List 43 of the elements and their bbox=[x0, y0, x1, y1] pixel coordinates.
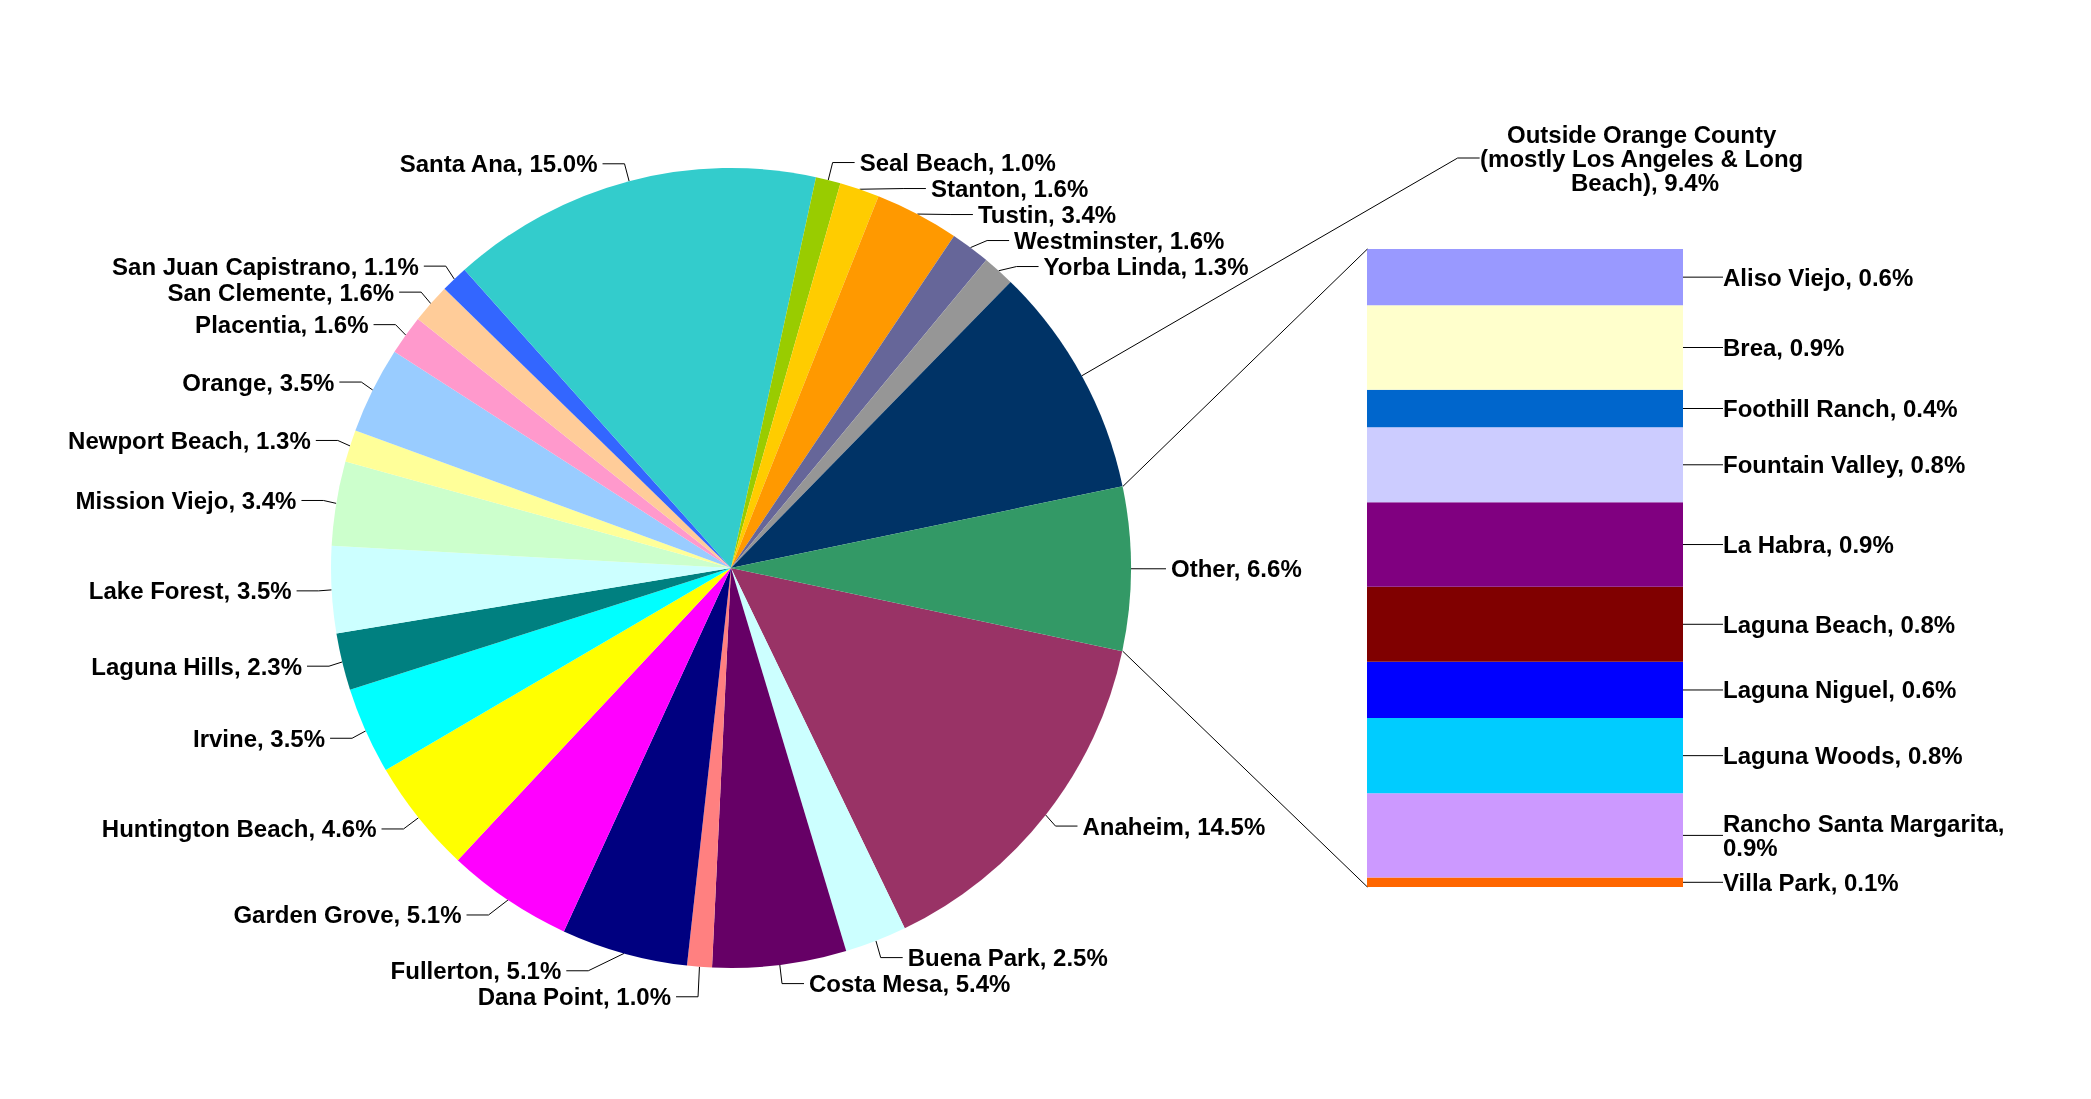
slice-label: Anaheim, 14.5% bbox=[1082, 812, 1266, 840]
bar bbox=[1367, 502, 1683, 587]
bar bbox=[1367, 718, 1683, 794]
bar bbox=[1367, 877, 1683, 887]
slice-label: Costa Mesa, 5.4% bbox=[809, 970, 1011, 998]
slice-label: Westminster, 1.6% bbox=[1014, 227, 1225, 255]
slice-label: Irvine, 3.5% bbox=[192, 724, 326, 752]
bar bbox=[1367, 427, 1683, 503]
bar bbox=[1367, 661, 1683, 719]
slice-label: Garden Grove, 5.1% bbox=[233, 901, 462, 929]
data-label: Rancho Santa Margarita, 0.9% bbox=[1723, 809, 2012, 861]
slice-label: Other, 6.6% bbox=[1171, 555, 1302, 583]
slice-label: Buena Park, 2.5% bbox=[907, 944, 1108, 972]
slice-label: Outside Orange County (mostly Los Angeles & Long Beach), 9.4% bbox=[1480, 120, 1810, 196]
slice-label: Seal Beach, 1.0% bbox=[859, 149, 1056, 177]
bar bbox=[1367, 249, 1683, 306]
slice-label: Dana Point, 1.0% bbox=[477, 983, 672, 1011]
slice-label: San Juan Capistrano, 1.1% bbox=[112, 252, 419, 280]
slice-label: Huntington Beach, 4.6% bbox=[101, 815, 377, 843]
data-label: Fountain Valley, 0.8% bbox=[1723, 451, 1966, 479]
slice-label: Orange, 3.5% bbox=[182, 368, 335, 396]
bar bbox=[1367, 586, 1683, 662]
slice-label: Lake Forest, 3.5% bbox=[88, 577, 292, 605]
data-label: Villa Park, 0.1% bbox=[1723, 868, 1899, 896]
slice-label: Santa Ana, 15.0% bbox=[399, 150, 598, 178]
data-label: Laguna Niguel, 0.6% bbox=[1723, 676, 1957, 704]
bar bbox=[1367, 305, 1683, 390]
slice-label: Tustin, 3.4% bbox=[977, 201, 1117, 229]
slice-label: Mission Viejo, 3.4% bbox=[75, 486, 297, 514]
data-label: Foothill Ranch, 0.4% bbox=[1723, 395, 1958, 422]
bar bbox=[1367, 389, 1683, 428]
slice-label: Yorba Linda, 1.3% bbox=[1043, 253, 1249, 281]
slice-label: Laguna Hills, 2.3% bbox=[91, 652, 303, 680]
data-label: Laguna Woods, 0.8% bbox=[1723, 742, 1963, 770]
slice-label: Fullerton, 5.1% bbox=[390, 957, 562, 985]
slice-label: Placentia, 1.6% bbox=[195, 311, 369, 339]
bar bbox=[1367, 793, 1683, 878]
slice-label: Newport Beach, 1.3% bbox=[68, 426, 311, 454]
data-label: Brea, 0.9% bbox=[1723, 334, 1845, 362]
data-label: Aliso Viejo, 0.6% bbox=[1723, 263, 1914, 291]
slice-label: Stanton, 1.6% bbox=[930, 175, 1089, 203]
data-label: Laguna Beach, 0.8% bbox=[1723, 610, 1956, 638]
data-label: La Habra, 0.9% bbox=[1723, 531, 1894, 559]
